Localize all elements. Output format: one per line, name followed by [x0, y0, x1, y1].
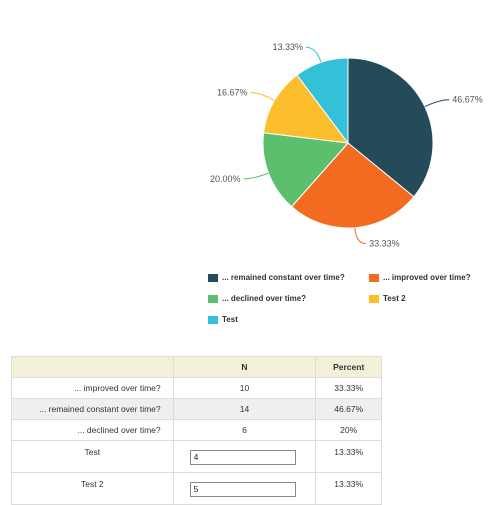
- test-n-input[interactable]: [189, 449, 296, 465]
- legend-item-improved[interactable]: ... improved over time?: [369, 273, 471, 282]
- legend-item-test-2[interactable]: Test 2: [369, 294, 406, 303]
- legend-label: ... remained constant over time?: [222, 273, 345, 282]
- legend-label: ... declined over time?: [222, 294, 307, 303]
- pie-slice-2[interactable]: [262, 132, 350, 208]
- slice-leader-line-3: [250, 91, 275, 101]
- pie-slice-0[interactable]: [347, 57, 434, 198]
- slice-data-label-2: 20.00%: [210, 174, 241, 184]
- test-2-n-input[interactable]: [189, 481, 296, 497]
- slice-data-label-0: 46.67%: [452, 95, 483, 105]
- legend-swatch: [369, 294, 379, 303]
- row-label: ... declined over time?: [11, 419, 174, 441]
- row-n: 10: [172, 377, 317, 399]
- pie-chart: 46.67% 33.33% 20.00% 16.67% 13.33% ... remai…: [208, 42, 483, 324]
- table-row: Test 2 13.33%: [11, 472, 382, 505]
- table-row: ... declined over time? 6 20%: [11, 419, 382, 441]
- row-label: Test: [11, 440, 174, 473]
- row-label: ... improved over time?: [11, 377, 174, 399]
- legend-swatch: [208, 273, 218, 282]
- header-percent: Percent: [315, 356, 382, 378]
- row-n-cell: [172, 472, 317, 505]
- legend-swatch: [208, 315, 218, 324]
- row-percent: 20%: [315, 419, 382, 441]
- row-n: 14: [172, 398, 317, 420]
- row-n: 6: [172, 419, 317, 441]
- table-header-row: N Percent: [11, 356, 382, 378]
- legend-label: ... improved over time?: [383, 273, 471, 282]
- row-percent: 33.33%: [315, 377, 382, 399]
- slice-leader-line-4: [305, 46, 322, 63]
- legend-label: Test 2: [383, 294, 406, 303]
- results-table: N Percent ... improved over time? 10 33.…: [11, 356, 382, 505]
- pie-slice-4[interactable]: [296, 57, 349, 145]
- table-row: ... improved over time? 10 33.33%: [11, 377, 382, 399]
- row-label: Test 2: [11, 472, 174, 505]
- legend-swatch: [208, 294, 218, 303]
- row-percent: 13.33%: [315, 440, 382, 473]
- row-percent: 13.33%: [315, 472, 382, 505]
- slice-leader-line-0: [424, 99, 450, 108]
- row-percent: 46.67%: [315, 398, 382, 420]
- legend-swatch: [369, 273, 379, 282]
- legend-item-declined[interactable]: ... declined over time?: [208, 294, 306, 303]
- slice-data-label-4: 13.33%: [272, 42, 303, 52]
- row-label: ... remained constant over time?: [11, 398, 174, 420]
- header-label: [11, 356, 174, 378]
- pie-slice-3[interactable]: [263, 74, 350, 144]
- slice-leader-line-2: [243, 172, 269, 180]
- table-row: ... remained constant over time? 14 46.6…: [11, 398, 382, 420]
- pie-chart-svg: 46.67% 33.33% 20.00% 16.67% 13.33%: [210, 42, 483, 249]
- pie-slice-1[interactable]: [290, 142, 415, 229]
- slice-data-label-3: 16.67%: [217, 87, 248, 97]
- table-row: Test 13.33%: [11, 440, 382, 473]
- legend-item-test[interactable]: Test: [208, 315, 238, 324]
- slice-data-label-1: 33.33%: [369, 239, 400, 249]
- slice-leader-line-1: [354, 227, 367, 245]
- header-n: N: [172, 356, 317, 378]
- legend-label: Test: [222, 315, 238, 324]
- legend-item-remained-constant[interactable]: ... remained constant over time?: [208, 273, 345, 282]
- row-n-cell: [172, 440, 317, 473]
